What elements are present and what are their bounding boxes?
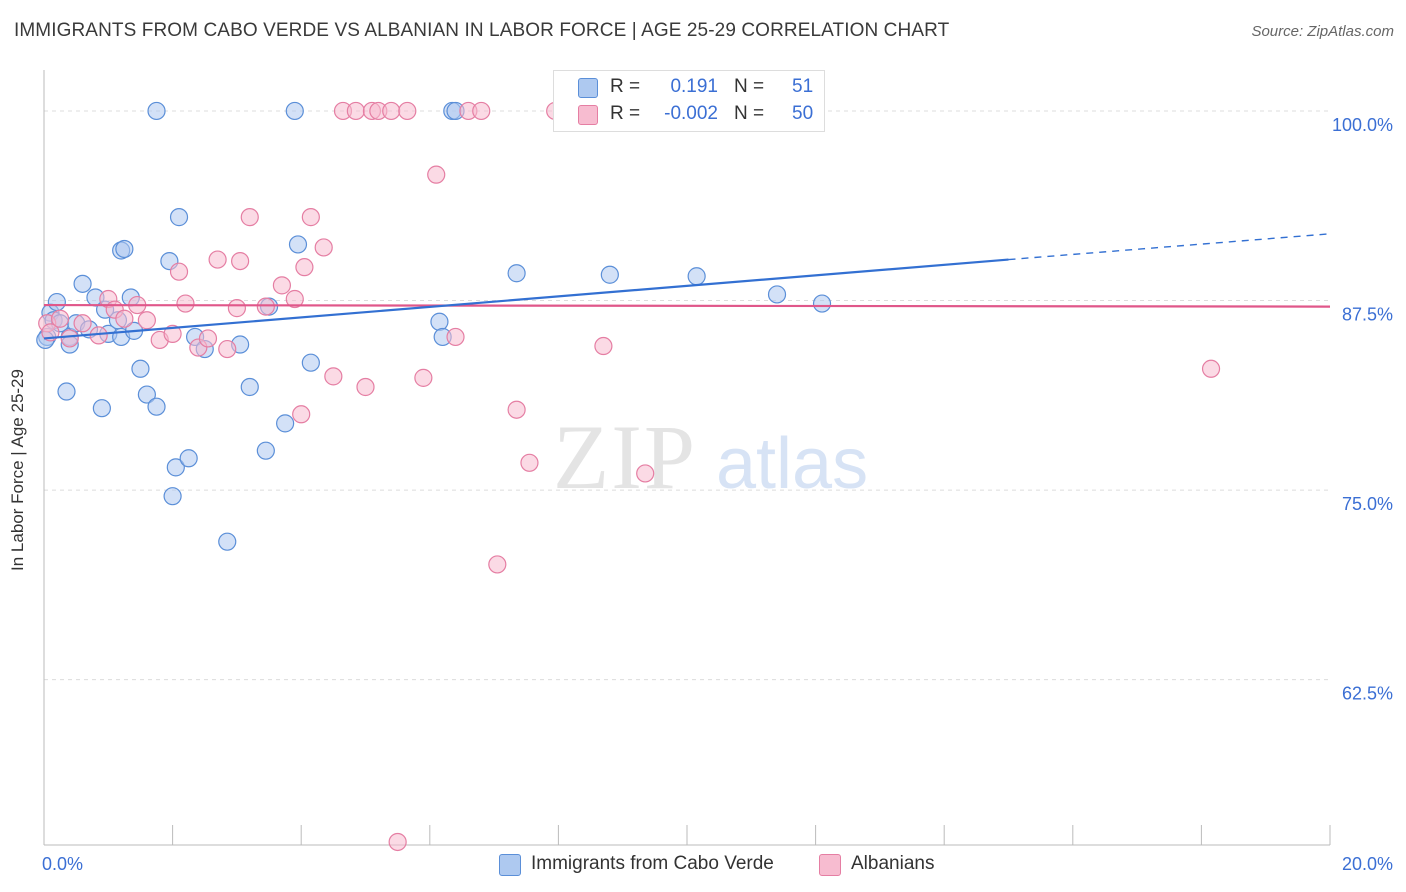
cabo-verde-point	[147, 101, 166, 121]
legend-swatch-albanians	[578, 105, 598, 125]
cabo-verde-trend-line	[43, 258, 1009, 340]
albanian-point	[507, 400, 526, 419]
albanian-point	[169, 262, 189, 281]
albanian-point	[256, 297, 275, 316]
albanian-point	[314, 238, 333, 257]
albanian-point	[137, 311, 156, 330]
albanian-point	[285, 289, 304, 309]
albanian-point	[520, 453, 539, 472]
albanian-point	[272, 276, 292, 295]
y-tick-label: 75.0%	[1342, 494, 1393, 514]
cabo-verde-point	[163, 487, 182, 506]
y-tick-label: 62.5%	[1342, 684, 1393, 704]
cabo-verde-point	[147, 397, 166, 416]
albanian-point	[240, 208, 259, 227]
bottom-legend-swatch-albanians	[819, 854, 841, 876]
chart-title: IMMIGRANTS FROM CABO VERDE VS ALBANIAN I…	[14, 20, 950, 41]
bottom-legend-label-cabo-verde: Immigrants from Cabo Verde	[531, 853, 774, 874]
cabo-verde-point	[430, 312, 449, 331]
legend-r-label: R =	[610, 103, 641, 124]
cabo-verde-point	[73, 274, 92, 293]
albanian-point	[1201, 359, 1221, 378]
albanian-point	[176, 294, 195, 313]
legend-r-label: R =	[610, 76, 641, 97]
albanian-point	[488, 555, 507, 574]
albanian-point	[227, 299, 246, 318]
watermark-atlas: atlas	[716, 424, 868, 504]
legend-n-value: 51	[792, 76, 814, 97]
bottom-legend-label-albanians: Albanians	[851, 853, 935, 874]
legend-swatch-cabo-verde	[578, 78, 598, 98]
legend-n-label: N =	[734, 103, 765, 124]
cabo-verde-point	[240, 377, 259, 397]
cabo-verde-point	[92, 399, 111, 418]
cabo-verde-point	[687, 267, 706, 286]
bottom-legend-swatch-cabo-verde	[499, 854, 521, 876]
albanian-point	[50, 309, 70, 328]
axes	[43, 70, 1331, 846]
cabo-verde-point	[276, 414, 295, 433]
cabo-verde-point	[285, 101, 304, 121]
cabo-verde-point	[131, 359, 150, 378]
albanian-point	[198, 329, 218, 348]
cabo-verde-point	[218, 532, 237, 551]
cabo-verde-point	[812, 294, 832, 313]
albanian-point	[218, 339, 237, 359]
cabo-verde-trend-extension	[1008, 233, 1331, 261]
albanian-point	[346, 101, 365, 121]
albanian-point	[231, 251, 250, 271]
legend-n-label: N =	[734, 76, 765, 97]
albanian-point	[60, 329, 79, 348]
cabo-verde-point	[507, 264, 526, 283]
albanian-point	[292, 405, 311, 424]
albanian-point	[446, 327, 465, 347]
trend-lines	[43, 233, 1331, 340]
legend-n-value: 50	[792, 103, 814, 124]
albanian-point	[398, 101, 417, 121]
source-label: Source: ZipAtlas.com	[1251, 23, 1394, 40]
cabo-verde-point	[179, 449, 198, 468]
albanian-point	[324, 367, 343, 386]
albanian-point	[414, 368, 433, 387]
albanian-point	[388, 832, 407, 852]
albanian-point	[636, 464, 655, 483]
x-tick-label: 0.0%	[42, 854, 83, 874]
albanian-point	[301, 208, 320, 227]
y-tick-label: 100.0%	[1332, 115, 1393, 135]
albanian-points	[38, 101, 1221, 852]
albanian-point	[594, 336, 613, 356]
albanian-trend-line	[43, 303, 1331, 308]
albanian-point	[356, 377, 375, 397]
grid-lines	[44, 110, 1330, 681]
albanian-point	[472, 101, 491, 121]
cabo-verde-point	[767, 285, 787, 304]
cabo-verde-point	[256, 441, 275, 460]
cabo-verde-point	[57, 382, 76, 401]
albanian-point	[73, 314, 92, 333]
albanian-point	[208, 250, 227, 269]
albanian-point	[295, 258, 314, 277]
tick-labels: 100.0% 87.5% 75.0% 62.5% 0.0% 20.0%	[42, 115, 1393, 874]
cabo-verde-point	[47, 292, 66, 312]
cabo-verde-point	[600, 265, 619, 284]
cabo-verde-point	[288, 235, 308, 254]
y-tick-label: 87.5%	[1342, 305, 1393, 325]
cabo-verde-point	[166, 458, 185, 477]
legend-r-value: 0.191	[670, 76, 718, 97]
cabo-verde-point	[115, 239, 134, 259]
legend-r-value: -0.002	[664, 103, 718, 124]
legend: R = 0.191 N = 51 R = -0.002 N = 50	[553, 70, 825, 132]
albanian-point	[382, 101, 401, 121]
albanian-point	[427, 165, 446, 184]
albanian-point	[115, 309, 134, 328]
albanian-point	[163, 324, 182, 343]
cabo-verde-point	[169, 208, 189, 227]
x-tick-label: 20.0%	[1342, 854, 1393, 874]
cabo-verde-point	[301, 353, 320, 372]
cabo-verde-point	[137, 385, 156, 404]
watermark-zip: ZIP	[553, 406, 697, 508]
